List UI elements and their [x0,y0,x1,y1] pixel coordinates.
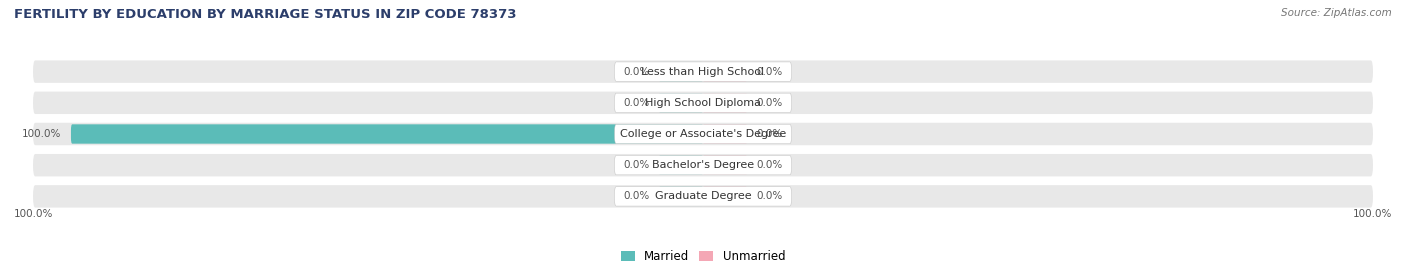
FancyBboxPatch shape [614,93,792,113]
FancyBboxPatch shape [614,155,792,175]
FancyBboxPatch shape [703,155,747,175]
Text: 0.0%: 0.0% [623,67,650,77]
Text: 100.0%: 100.0% [1353,209,1392,219]
FancyBboxPatch shape [614,124,792,144]
Text: 100.0%: 100.0% [14,209,53,219]
Text: Source: ZipAtlas.com: Source: ZipAtlas.com [1281,8,1392,18]
FancyBboxPatch shape [659,93,703,113]
Text: 0.0%: 0.0% [756,67,783,77]
FancyBboxPatch shape [32,123,1374,145]
FancyBboxPatch shape [659,62,703,81]
FancyBboxPatch shape [32,60,1374,83]
FancyBboxPatch shape [659,187,703,206]
FancyBboxPatch shape [32,185,1374,208]
Text: 0.0%: 0.0% [623,160,650,170]
FancyBboxPatch shape [70,124,703,144]
FancyBboxPatch shape [703,124,747,144]
Text: 0.0%: 0.0% [756,98,783,108]
Text: 0.0%: 0.0% [756,160,783,170]
FancyBboxPatch shape [32,154,1374,176]
Text: 0.0%: 0.0% [623,191,650,201]
Text: Less than High School: Less than High School [641,67,765,77]
Text: High School Diploma: High School Diploma [645,98,761,108]
Text: Graduate Degree: Graduate Degree [655,191,751,201]
Text: FERTILITY BY EDUCATION BY MARRIAGE STATUS IN ZIP CODE 78373: FERTILITY BY EDUCATION BY MARRIAGE STATU… [14,8,516,21]
Legend: Married, Unmarried: Married, Unmarried [616,245,790,268]
Text: 0.0%: 0.0% [756,191,783,201]
FancyBboxPatch shape [659,155,703,175]
Text: 0.0%: 0.0% [623,98,650,108]
FancyBboxPatch shape [703,187,747,206]
Text: College or Associate's Degree: College or Associate's Degree [620,129,786,139]
Text: Bachelor's Degree: Bachelor's Degree [652,160,754,170]
FancyBboxPatch shape [703,93,747,113]
FancyBboxPatch shape [614,62,792,81]
Text: 0.0%: 0.0% [756,129,783,139]
FancyBboxPatch shape [32,92,1374,114]
FancyBboxPatch shape [614,187,792,206]
FancyBboxPatch shape [703,62,747,81]
Text: 100.0%: 100.0% [22,129,62,139]
